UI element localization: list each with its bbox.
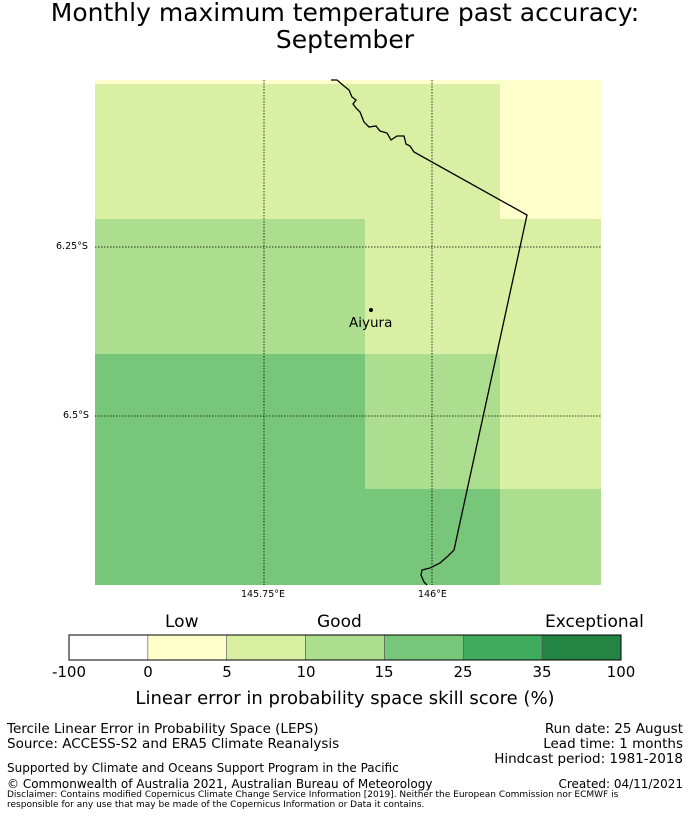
grid-cell <box>365 354 500 489</box>
grid-cell <box>95 354 264 489</box>
grid-cell <box>264 489 365 585</box>
grid-cell <box>500 354 601 489</box>
colorbar-tick: 35 <box>532 663 552 681</box>
grid-cell <box>264 219 365 354</box>
colorbar-tick: 10 <box>296 663 316 681</box>
place-label-aiyura: Aiyura <box>349 315 393 331</box>
colorbar-frame <box>68 634 622 661</box>
product-name: Tercile Linear Error in Probability Spac… <box>7 721 319 737</box>
colorbar-segment <box>226 634 306 661</box>
copyright: © Commonwealth of Australia 2021, Austra… <box>7 777 433 791</box>
grid-cell <box>365 219 500 354</box>
colorbar-segment <box>384 634 464 661</box>
colorbar-tick: 25 <box>453 663 473 681</box>
grid-cell <box>95 80 264 219</box>
lon-label-146: 146°E <box>418 589 447 600</box>
grid-cell <box>264 80 365 219</box>
coastline-border <box>331 79 528 586</box>
category-exceptional: Exceptional <box>545 612 644 632</box>
map-title: Monthly maximum temperature past accurac… <box>0 0 690 54</box>
created-date: Created: 04/11/2021 <box>558 777 683 791</box>
category-good: Good <box>317 612 362 632</box>
lat-label-6-5: 6.5°S <box>63 410 89 421</box>
data-source: Source: ACCESS-S2 and ERA5 Climate Reana… <box>7 736 340 752</box>
colorbar-tick: 100 <box>606 663 636 681</box>
colorbar-tick: -100 <box>51 663 87 681</box>
grid-cell-edge <box>95 80 500 84</box>
colorbar-segment <box>68 634 149 661</box>
grid-cell <box>500 219 601 354</box>
colorbar-tick: 0 <box>143 663 153 681</box>
colorbar-segment <box>462 634 543 661</box>
grid-cell <box>365 80 500 219</box>
grid-cell <box>365 489 500 585</box>
colorbar-tick: 5 <box>222 663 232 681</box>
grid-cell <box>95 489 264 585</box>
colorbar-segment <box>541 634 622 661</box>
grid-cell <box>264 354 365 489</box>
colorbar-label: Linear error in probability space skill … <box>135 688 555 709</box>
colorbar-segment <box>305 634 385 661</box>
colorbar-tick: 15 <box>374 663 394 681</box>
lon-label-145-75: 145.75°E <box>241 589 285 600</box>
aiyura-marker <box>369 308 373 312</box>
grid-cell <box>500 489 601 585</box>
title-line-2: September <box>275 25 415 54</box>
hindcast-period: Hindcast period: 1981-2018 <box>494 751 683 767</box>
lat-label-6-25: 6.25°S <box>56 241 88 252</box>
skill-grid <box>95 80 601 585</box>
grid-cell <box>500 80 601 219</box>
category-low: Low <box>165 612 199 632</box>
colorbar-segment <box>147 634 228 661</box>
lead-time: Lead time: 1 months <box>543 736 683 752</box>
graticule <box>95 80 601 585</box>
support-note: Supported by Climate and Oceans Support … <box>7 761 399 775</box>
disclaimer: Disclaimer: Contains modified Copernicus… <box>7 790 619 810</box>
title-line-1: Monthly maximum temperature past accurac… <box>50 0 640 27</box>
run-date: Run date: 25 August <box>544 721 683 737</box>
grid-cell <box>95 219 264 354</box>
colorbar <box>68 634 622 661</box>
